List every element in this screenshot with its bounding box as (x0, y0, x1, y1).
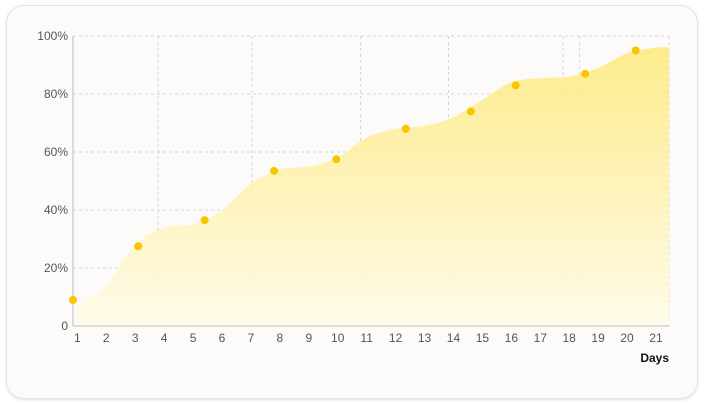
data-point (270, 166, 279, 175)
x-tick-label: 7 (248, 331, 255, 345)
data-point (511, 81, 520, 90)
x-tick-label: 4 (161, 331, 168, 345)
x-tick-label: 15 (476, 331, 490, 345)
chart-card: 0 20% 40% 60% 80% 100% 1 2 3 4 5 6 7 8 9 10 11 12 13 14 15 1… (6, 5, 698, 399)
y-tick-label: 80% (44, 87, 68, 101)
data-point (466, 107, 475, 116)
x-tick-label: 11 (360, 331, 373, 345)
area-chart: 020%40%60%80%100% 1 2 3 4 5 6 7 8 9 10 11 12 13 14 15 1… (37, 29, 670, 365)
x-tick-label: 14 (447, 331, 461, 345)
x-tick-label: 20 (620, 331, 634, 345)
x-tick-label: 6 (219, 331, 226, 345)
y-tick-label: 20% (44, 261, 68, 275)
x-tick-label: 12 (389, 331, 403, 345)
data-point (581, 69, 590, 78)
data-points (69, 46, 640, 304)
x-tick-label: 16 (505, 331, 519, 345)
y-tick-label: 0 (61, 319, 68, 333)
data-point (134, 242, 143, 251)
y-tick-label: 60% (44, 145, 68, 159)
x-tick-label: 1 (74, 331, 81, 345)
x-tick-labels: 1 2 3 4 5 6 7 8 9 10 11 12 13 14 15 16 17 18 19 20 21 (74, 331, 663, 345)
x-tick-label: 19 (591, 331, 605, 345)
x-tick-label: 18 (563, 331, 577, 345)
x-tick-label: 5 (190, 331, 197, 345)
x-tick-label: 3 (132, 331, 139, 345)
x-tick-label: 13 (418, 331, 432, 345)
data-point (69, 295, 77, 304)
x-tick-label: 21 (649, 331, 663, 345)
data-point (200, 216, 209, 225)
area-fill (77, 47, 670, 327)
data-point (332, 155, 341, 164)
y-tick-labels: 0 20% 40% 60% 80% 100% (37, 29, 68, 333)
x-tick-label: 2 (103, 331, 110, 345)
x-tick-label: 8 (277, 331, 284, 345)
x-tick-label: 10 (331, 331, 345, 345)
y-tick-label: 100% (37, 29, 68, 43)
data-point (631, 46, 640, 55)
y-tick-label: 40% (44, 203, 68, 217)
data-point (401, 124, 410, 133)
axes (72, 36, 669, 327)
x-axis-title: Days (640, 351, 669, 365)
x-tick-label: 17 (534, 331, 548, 345)
x-tick-label: 9 (305, 331, 312, 345)
